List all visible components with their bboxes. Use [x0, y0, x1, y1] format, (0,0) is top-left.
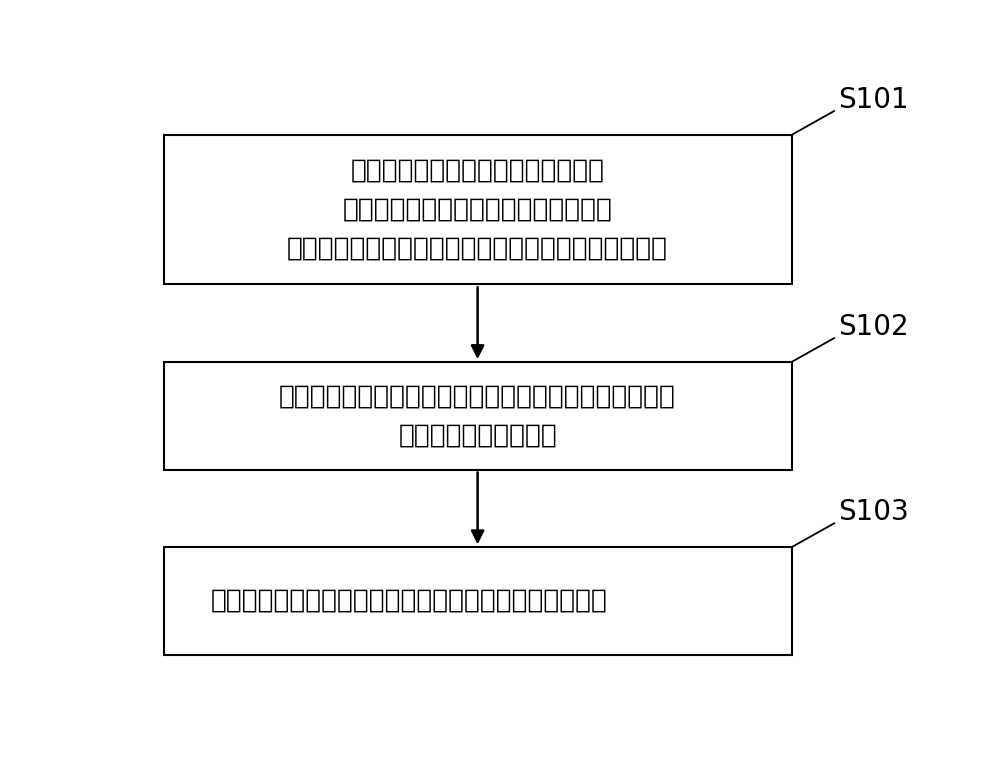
FancyBboxPatch shape: [164, 362, 792, 469]
Text: 从待分析的胎心率曲线中截取出同时满足第一筛选条件和
第二筛选条件的曲线段: 从待分析的胎心率曲线中截取出同时满足第一筛选条件和 第二筛选条件的曲线段: [279, 383, 676, 449]
Text: 从截取出的曲线段中选取出用于进行分析的曲线段并输出: 从截取出的曲线段中选取出用于进行分析的曲线段并输出: [210, 588, 607, 614]
Text: S103: S103: [838, 498, 909, 526]
FancyBboxPatch shape: [164, 547, 792, 655]
FancyBboxPatch shape: [164, 135, 792, 284]
Text: 获取第一筛选条件和第二筛选条件，
第一筛选条件用于表示胎心监护的监测
项目，第二筛选条件包括预设的胎心率指标的参数范围: 获取第一筛选条件和第二筛选条件， 第一筛选条件用于表示胎心监护的监测 项目，第二…: [287, 158, 668, 262]
Text: S101: S101: [838, 86, 909, 114]
Text: S102: S102: [838, 313, 909, 341]
